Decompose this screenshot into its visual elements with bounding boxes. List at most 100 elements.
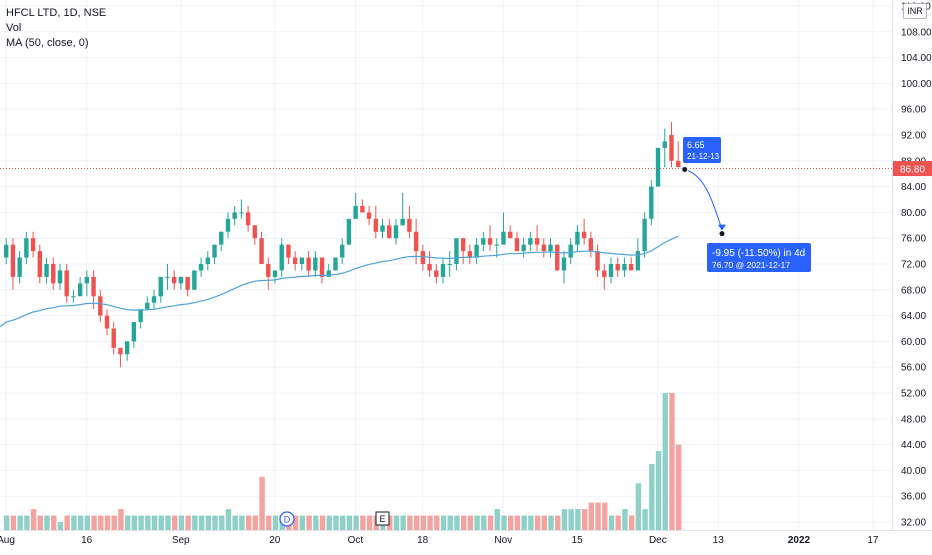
candlesticks[interactable] — [4, 122, 681, 368]
volume-bar — [198, 515, 205, 530]
candle-body — [71, 296, 76, 298]
candle-body — [400, 218, 405, 226]
volume-bar — [259, 476, 265, 530]
volume-bar — [104, 515, 111, 530]
price-tick-label: 44.00 — [901, 440, 926, 451]
candle-body — [111, 328, 116, 348]
candle — [649, 180, 654, 226]
price-tick-label: 100.00 — [901, 79, 932, 90]
price-tick-label: 92.00 — [901, 131, 926, 142]
candle-body — [494, 244, 499, 246]
candle — [192, 270, 197, 290]
earnings-marker-icon — [375, 511, 390, 526]
volume-bar — [427, 515, 433, 530]
price-tick-label: 52.00 — [901, 389, 926, 400]
candle-body — [676, 160, 681, 168]
volume-bar — [474, 515, 480, 530]
volume-bar — [649, 463, 655, 530]
volume-bar — [622, 509, 628, 530]
time-tick-label: 16 — [81, 535, 93, 546]
candle-body — [555, 244, 560, 271]
candle — [568, 238, 573, 264]
volume-bar — [568, 509, 574, 530]
volume-bar — [440, 515, 447, 530]
measure-end-box — [707, 243, 811, 272]
candle — [77, 276, 83, 297]
candle — [548, 238, 553, 258]
volume-bar — [185, 515, 191, 530]
candle — [104, 309, 110, 335]
volume-bar — [608, 515, 615, 530]
candle — [508, 225, 513, 239]
volume-bar — [71, 515, 77, 530]
volume-bar — [313, 515, 319, 530]
candle — [37, 244, 42, 284]
candle-body — [514, 238, 520, 252]
candle — [158, 276, 163, 303]
ma-legend[interactable]: MA (50, close, 0) — [6, 37, 89, 49]
volume-bar — [434, 515, 440, 530]
candle-body — [205, 257, 210, 264]
volume-bar — [178, 515, 185, 530]
volume-bar — [219, 515, 225, 530]
candle-body — [340, 244, 345, 258]
volume-bar — [447, 515, 453, 530]
candle-body — [649, 186, 654, 219]
candle — [272, 270, 278, 284]
volume-bar — [581, 509, 588, 530]
candle — [30, 231, 36, 258]
candle-body — [192, 270, 197, 290]
time-tick-label: Aug — [0, 535, 15, 546]
volume-bar — [124, 515, 131, 530]
time-axis[interactable]: Aug 16 Sep 20 Oct 18 Nov 15 Dec 13 2022 17 — [0, 535, 879, 546]
volume-bar — [272, 515, 279, 530]
candle-body — [4, 244, 9, 258]
candle — [387, 218, 392, 239]
volume-bar — [514, 515, 521, 530]
ma-line[interactable] — [0, 235, 679, 328]
candle-body — [306, 257, 311, 271]
price-tick-label: 48.00 — [901, 414, 926, 425]
candle — [353, 193, 358, 219]
candle-body — [387, 225, 392, 239]
candle-body — [37, 251, 42, 277]
volume-bar — [662, 393, 668, 530]
candle-body — [353, 205, 358, 219]
candle-body — [118, 347, 123, 355]
candle-body — [541, 244, 546, 252]
volume-bar — [212, 515, 218, 530]
volume-bar — [44, 515, 50, 530]
dividend-marker-label: D — [284, 515, 291, 525]
volume-bar — [245, 515, 252, 530]
time-tick-label: 2022 — [788, 535, 811, 546]
currency-label[interactable]: INR — [903, 3, 927, 19]
candle — [131, 322, 137, 348]
candle-body — [145, 302, 150, 310]
candle — [178, 276, 184, 290]
symbol-title[interactable]: HFCL LTD, 1D, NSE — [6, 7, 107, 19]
volume-bar — [232, 515, 238, 530]
candle-body — [508, 231, 513, 239]
candle-body — [434, 270, 439, 277]
volume-bar — [521, 515, 527, 530]
volume-legend[interactable]: Vol — [6, 22, 22, 34]
volume-bar — [366, 515, 373, 530]
candle-body — [131, 322, 137, 342]
candle-body — [561, 257, 567, 271]
volume-bar — [575, 509, 581, 530]
candle-body — [447, 264, 452, 265]
price-tick-label: 76.00 — [901, 234, 926, 245]
volume-bar — [655, 451, 662, 530]
candle-body — [460, 238, 466, 252]
candle-body — [474, 244, 479, 258]
candle-body — [272, 270, 278, 277]
candle-body — [655, 147, 661, 187]
candle-body — [440, 264, 446, 277]
candle-body — [333, 257, 338, 271]
candle-body — [10, 244, 16, 277]
candle — [541, 238, 546, 258]
